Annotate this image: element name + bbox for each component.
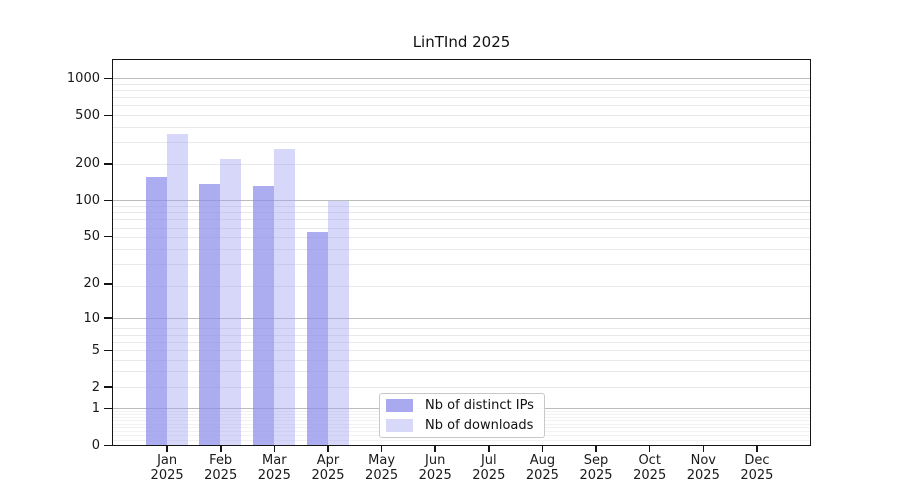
x-tick-mark <box>488 445 490 452</box>
gridline-minor <box>113 439 810 441</box>
x-tick-label: Jun 2025 <box>418 453 452 483</box>
bar-downloads <box>166 133 188 445</box>
y-tick-label: 500 <box>75 107 100 123</box>
y-tick-label: 0 <box>91 438 100 453</box>
gridline-minor <box>113 227 810 229</box>
x-tick-label: Sep 2025 <box>579 453 613 483</box>
y-tick-mark <box>104 407 113 410</box>
legend-label-downloads: Nb of downloads <box>425 417 534 433</box>
gridline-minor <box>113 334 810 336</box>
y-tick-mark <box>104 199 113 202</box>
y-tick-label: 1 <box>91 401 100 417</box>
x-tick-label: Jul 2025 <box>472 453 506 483</box>
y-tick-label: 200 <box>75 156 100 172</box>
gridline-minor <box>113 89 810 91</box>
x-tick-label: Apr 2025 <box>311 453 345 483</box>
y-tick-label: 100 <box>75 192 100 208</box>
y-tick-label: 2 <box>91 379 100 395</box>
legend-swatch-distinct-ips <box>386 399 413 413</box>
bar-downloads <box>327 201 349 445</box>
legend: Nb of distinct IPs Nb of downloads <box>379 393 545 438</box>
gridline-minor <box>113 206 810 207</box>
gridline-minor <box>113 328 810 330</box>
x-tick-label: Nov 2025 <box>686 453 720 483</box>
legend-label-distinct-ips: Nb of distinct IPs <box>425 398 534 414</box>
x-tick-mark <box>595 445 597 452</box>
gridline-minor <box>113 371 810 373</box>
x-tick-mark <box>273 445 276 452</box>
plot-area <box>112 59 811 446</box>
gridline-minor <box>113 163 810 165</box>
y-tick-mark <box>104 444 113 447</box>
y-tick-mark <box>104 317 113 319</box>
bar-distinct-ips <box>306 232 328 445</box>
gridline-minor <box>113 83 810 85</box>
y-tick-mark <box>104 386 113 388</box>
x-tick-mark <box>380 445 383 452</box>
chart-title: LinTInd 2025 <box>412 33 511 51</box>
bar-distinct-ips <box>252 186 274 445</box>
x-tick-label: May 2025 <box>365 453 399 483</box>
gridline-minor <box>113 142 810 143</box>
x-tick-label: Feb 2025 <box>204 453 238 483</box>
legend-swatch-downloads <box>386 418 413 432</box>
gridline-minor <box>113 285 810 287</box>
y-tick-mark <box>104 349 113 352</box>
legend-item-downloads: Nb of downloads <box>386 417 538 435</box>
gridline-major <box>113 199 810 201</box>
bar-distinct-ips <box>145 176 167 445</box>
x-tick-mark <box>220 445 222 452</box>
x-tick-label: Aug 2025 <box>525 453 559 483</box>
y-tick-label: 10 <box>83 310 100 326</box>
bar-downloads <box>273 148 295 445</box>
gridline-minor <box>113 249 810 250</box>
gridline-major <box>113 78 810 79</box>
gridline-minor <box>113 264 810 266</box>
gridline-minor <box>113 359 810 361</box>
x-tick-label: Jan 2025 <box>150 453 184 483</box>
gridline-minor <box>113 114 810 116</box>
gridline-minor <box>113 126 810 128</box>
x-tick-mark <box>648 445 651 452</box>
x-tick-label: Mar 2025 <box>257 453 291 483</box>
x-tick-mark <box>541 445 544 452</box>
x-tick-mark <box>756 445 758 452</box>
gridline-minor <box>113 349 810 351</box>
x-tick-label: Oct 2025 <box>633 453 667 483</box>
gridline-minor <box>113 237 810 239</box>
gridline-major <box>113 317 810 319</box>
y-tick-mark <box>104 77 113 80</box>
legend-item-distinct-ips: Nb of distinct IPs <box>386 397 538 415</box>
gridline-minor <box>113 386 810 388</box>
bar-distinct-ips <box>199 184 221 445</box>
x-tick-label: Dec 2025 <box>740 453 774 483</box>
x-tick-mark <box>702 445 704 452</box>
gridline-minor <box>113 341 810 343</box>
x-tick-mark <box>166 445 168 452</box>
gridline-minor <box>113 97 810 98</box>
y-tick-label: 5 <box>91 342 100 358</box>
x-tick-mark <box>327 445 329 452</box>
gridline-minor <box>113 212 810 214</box>
y-tick-mark <box>104 114 113 116</box>
bar-downloads <box>220 159 242 445</box>
gridline-minor <box>113 219 810 221</box>
y-tick-label: 1000 <box>66 71 100 86</box>
x-tick-mark <box>434 445 436 452</box>
y-tick-mark <box>104 163 113 165</box>
y-tick-mark <box>104 235 113 238</box>
gridline-minor <box>113 105 810 107</box>
y-tick-label: 20 <box>83 276 100 292</box>
y-tick-label: 50 <box>83 229 100 245</box>
y-tick-mark <box>104 283 113 285</box>
